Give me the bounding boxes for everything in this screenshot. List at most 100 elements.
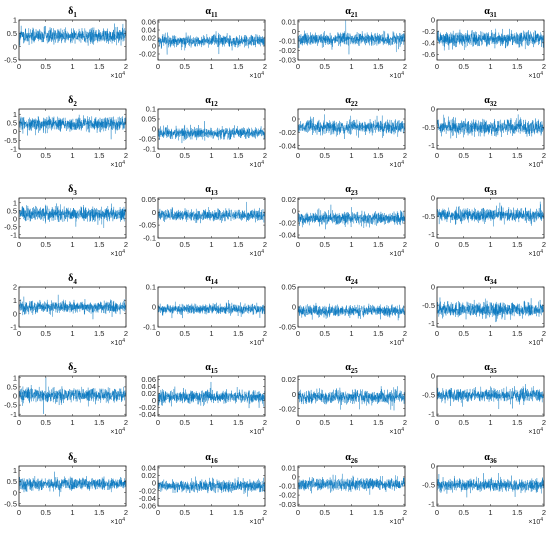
x-tick-label: 0.5 <box>41 240 51 249</box>
trace-line <box>19 294 126 320</box>
x-tick-label: 1 <box>349 62 353 71</box>
y-tick-label: 0 <box>13 488 17 497</box>
y-tick-label: 0 <box>431 105 435 114</box>
x-tick-label: 2 <box>403 151 407 160</box>
x-tick-label: 0.5 <box>459 329 469 338</box>
x-tick-label: 0 <box>17 508 21 517</box>
x-tick-label: 1.5 <box>373 329 383 338</box>
x-tick-label: 0 <box>156 151 160 160</box>
x-tick-label: 2 <box>124 418 128 427</box>
panel-title: α33 <box>484 184 497 197</box>
trace-line <box>19 377 126 414</box>
x-tick-label: 0 <box>17 240 21 249</box>
x-exponent-label: ×104 <box>389 249 404 258</box>
x-tick-label: 2 <box>124 508 128 517</box>
y-tick-label: -0.2 <box>422 27 435 36</box>
y-tick-label: -0.5 <box>422 481 435 490</box>
y-tick-label: -0.02 <box>279 404 296 413</box>
x-tick-label: 1.5 <box>94 508 104 517</box>
x-exponent-label: ×104 <box>110 160 125 169</box>
y-tick-label: 0 <box>292 473 296 482</box>
x-tick-label: 1 <box>349 418 353 427</box>
x-tick-label: 0 <box>435 418 439 427</box>
y-tick-label: 1 <box>13 373 17 382</box>
trace-line <box>298 386 405 411</box>
x-tick-label: 0.5 <box>180 418 190 427</box>
trace-line <box>298 302 405 321</box>
x-tick-label: 1.5 <box>233 62 243 71</box>
y-tick-label: 0.02 <box>281 375 296 384</box>
x-tick-label: 0.5 <box>320 151 330 160</box>
x-tick-label: 1.5 <box>512 62 522 71</box>
y-tick-label: -0.5 <box>4 56 17 65</box>
x-tick-label: 2 <box>542 329 546 338</box>
y-tick-label: -0.02 <box>279 46 296 55</box>
trace-line <box>437 114 544 139</box>
trace-line <box>19 203 126 228</box>
x-tick-label: 2 <box>263 508 267 517</box>
y-tick-label: 0.5 <box>7 477 17 486</box>
trace-line <box>158 381 265 409</box>
x-tick-label: 1.5 <box>94 62 104 71</box>
x-tick-label: 0 <box>17 418 21 427</box>
panel-title: δ1 <box>68 6 77 19</box>
y-tick-label: 0 <box>152 396 156 405</box>
x-tick-label: 1.5 <box>233 418 243 427</box>
y-tick-label: -1 <box>428 230 435 239</box>
x-tick-label: 0 <box>435 62 439 71</box>
x-tick-label: 0.5 <box>180 240 190 249</box>
trace-line <box>158 201 265 224</box>
y-tick-label: 0 <box>152 479 156 488</box>
x-tick-label: 0.5 <box>459 240 469 249</box>
y-tick-label: 0 <box>13 392 17 401</box>
y-tick-label: 0.5 <box>7 119 17 128</box>
x-tick-label: 2 <box>263 418 267 427</box>
y-tick-label: 0 <box>13 214 17 223</box>
panel-title: α32 <box>484 95 497 108</box>
x-tick-label: 0.5 <box>320 329 330 338</box>
x-tick-label: 0 <box>296 508 300 517</box>
y-tick-label: 0 <box>292 390 296 399</box>
x-tick-label: 0 <box>156 418 160 427</box>
x-tick-label: 0.5 <box>41 62 51 71</box>
x-tick-label: 1 <box>209 151 213 160</box>
y-tick-label: -0.04 <box>139 494 156 503</box>
panel-title: α36 <box>484 452 497 465</box>
x-exponent-label: ×104 <box>528 71 543 80</box>
x-tick-label: 2 <box>542 240 546 249</box>
x-exponent-label: ×104 <box>528 338 543 347</box>
y-tick-label: 0.02 <box>141 471 156 480</box>
trace-line <box>158 300 265 319</box>
x-exponent-label: ×104 <box>528 249 543 258</box>
x-tick-label: 2 <box>124 329 128 338</box>
x-tick-label: 0.5 <box>459 62 469 71</box>
x-tick-label: 0 <box>435 151 439 160</box>
y-tick-label: -0.05 <box>139 135 156 144</box>
y-tick-label: 0 <box>152 303 156 312</box>
x-tick-label: 0.5 <box>320 508 330 517</box>
plot-frame <box>18 108 127 150</box>
x-tick-label: 1 <box>488 62 492 71</box>
x-exponent-label: ×104 <box>389 427 404 436</box>
y-tick-label: 0.02 <box>281 195 296 204</box>
panel-title: δ5 <box>68 362 77 375</box>
x-tick-label: 0.5 <box>320 240 330 249</box>
y-tick-label: 0.02 <box>141 389 156 398</box>
y-tick-label: -0.02 <box>279 128 296 137</box>
y-tick-label: 0.05 <box>281 283 296 292</box>
y-tick-label: 0.5 <box>7 383 17 392</box>
y-tick-label: 0 <box>431 372 435 381</box>
x-tick-label: 2 <box>263 329 267 338</box>
y-tick-label: -0.5 <box>422 123 435 132</box>
panel-title: α11 <box>205 6 218 19</box>
